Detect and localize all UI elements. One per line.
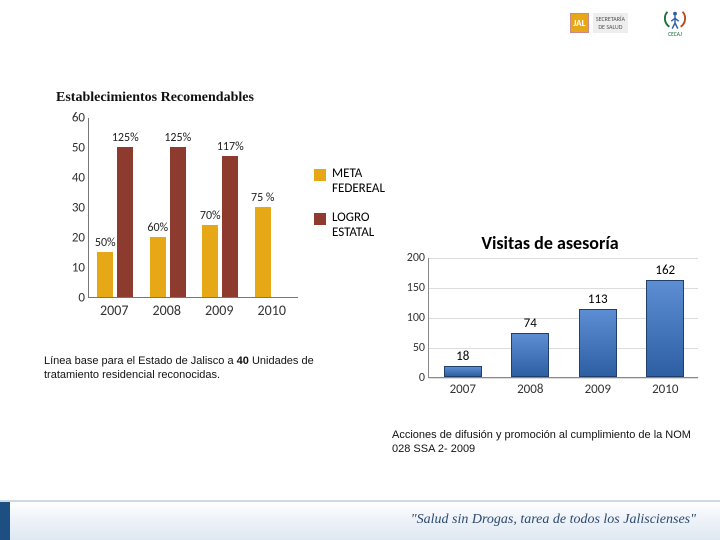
x-category: 2010 xyxy=(640,382,690,397)
x-category: 2010 xyxy=(247,302,297,319)
caption-pre: Línea base para el Estado de Jalisco a xyxy=(44,355,237,367)
caption-bold: 40 xyxy=(237,355,249,367)
logo-jal-box: JAL xyxy=(570,13,589,33)
ytick: 60 xyxy=(59,111,85,126)
legend-swatch xyxy=(314,213,326,225)
footer-slogan: "Salud sin Drogas, tarea de todos los Ja… xyxy=(411,512,696,527)
bar-value-label: 74 xyxy=(510,316,550,331)
bar xyxy=(511,333,549,377)
ytick: 40 xyxy=(59,171,85,186)
gridline xyxy=(429,258,698,259)
left-section-title: Establecimientos Recomendables xyxy=(56,90,254,106)
x-category: 2009 xyxy=(194,302,244,319)
logo-cecaj: CECAJ xyxy=(646,8,704,38)
bar-value-label: 75 % xyxy=(243,191,283,205)
x-category: 2008 xyxy=(505,382,555,397)
svg-text:CECAJ: CECAJ xyxy=(668,31,682,38)
ytick: 50 xyxy=(395,341,425,355)
ytick: 50 xyxy=(59,141,85,156)
ytick: 20 xyxy=(59,231,85,246)
chart-left-legend: META FEDEREAL LOGRO ESTATAL xyxy=(314,166,385,254)
left-caption: Línea base para el Estado de Jalisco a 4… xyxy=(44,354,364,383)
chart-right-plot: 05010015020018200774200811320091622010 xyxy=(428,258,698,378)
gridline xyxy=(429,378,698,379)
chart-right-title: Visitas de asesoría xyxy=(392,232,708,254)
logo-jalisco: JAL SECRETARÍA DE SALUD xyxy=(570,8,628,38)
bar xyxy=(579,309,617,377)
chart-visitas: Visitas de asesoría 05010015020018200774… xyxy=(392,232,708,412)
ytick: 150 xyxy=(395,281,425,295)
chart-establecimientos: 010203040506050%125%60%125%70%117%75 % M… xyxy=(56,118,396,338)
legend-label: META FEDEREAL xyxy=(332,166,385,196)
bar xyxy=(255,207,271,297)
bar-value-label: 125% xyxy=(105,131,145,145)
bar xyxy=(170,147,186,297)
legend-item: META FEDEREAL xyxy=(314,166,385,196)
ytick: 30 xyxy=(59,201,85,216)
right-footnote: Acciones de difusión y promoción al cump… xyxy=(392,428,702,457)
x-category: 2009 xyxy=(573,382,623,397)
bar xyxy=(222,156,238,297)
bar xyxy=(150,237,166,297)
legend-item: LOGRO ESTATAL xyxy=(314,210,385,240)
x-category: 2008 xyxy=(142,302,192,319)
bar xyxy=(444,366,482,377)
ytick: 0 xyxy=(395,371,425,385)
bar-value-label: 113 xyxy=(578,292,618,307)
bar-value-label: 125% xyxy=(158,131,198,145)
bar xyxy=(202,225,218,297)
legend-swatch xyxy=(314,169,326,181)
bar-value-label: 117% xyxy=(210,140,250,154)
footer-banner: "Salud sin Drogas, tarea de todos los Ja… xyxy=(0,500,720,540)
bar-group: 70%117% xyxy=(198,118,242,297)
ytick: 0 xyxy=(59,291,85,306)
bar xyxy=(646,280,684,377)
bar-group: 75 % xyxy=(251,118,295,297)
bar-value-label: 162 xyxy=(645,263,685,278)
chart-left-plot: 010203040506050%125%60%125%70%117%75 % xyxy=(88,118,298,298)
ytick: 100 xyxy=(395,311,425,325)
bar xyxy=(97,252,113,297)
bar-group: 50%125% xyxy=(93,118,137,297)
bar-group: 60%125% xyxy=(146,118,190,297)
bar-value-label: 18 xyxy=(443,349,483,364)
ytick: 10 xyxy=(59,261,85,276)
legend-label: LOGRO ESTATAL xyxy=(332,210,374,240)
bar xyxy=(117,147,133,297)
x-category: 2007 xyxy=(89,302,139,319)
footer-accent xyxy=(0,502,10,540)
header-logos: JAL SECRETARÍA DE SALUD CECAJ xyxy=(570,8,704,38)
x-category: 2007 xyxy=(438,382,488,397)
logo-jal-sub: SECRETARÍA DE SALUD xyxy=(593,13,628,33)
ytick: 200 xyxy=(395,251,425,265)
